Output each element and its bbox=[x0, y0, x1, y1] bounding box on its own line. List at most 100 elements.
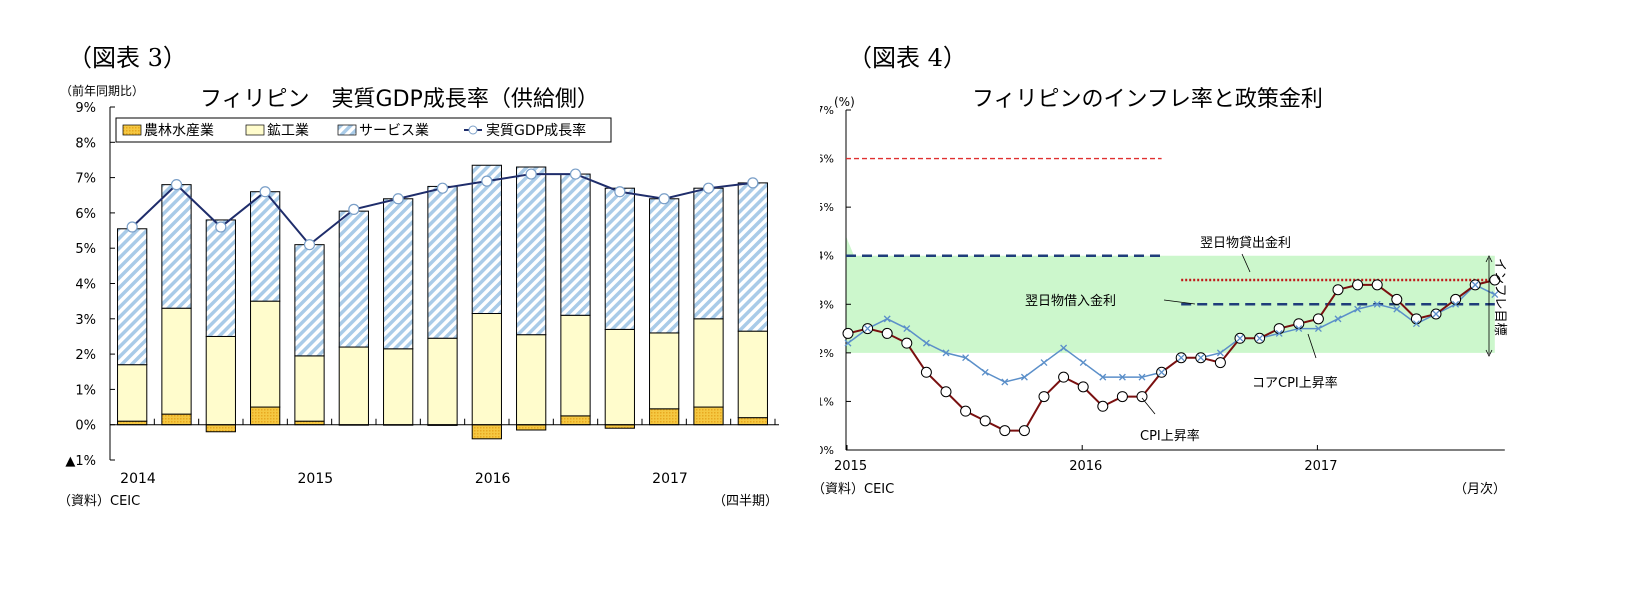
cpi-point bbox=[1450, 293, 1462, 305]
bar-services bbox=[737, 182, 768, 332]
cpi-point bbox=[1097, 400, 1109, 412]
core-cpi-point bbox=[1295, 325, 1303, 333]
y-tick-label: 7% bbox=[75, 172, 96, 187]
gdp-growth-point bbox=[747, 177, 759, 189]
cpi-point bbox=[1018, 425, 1030, 437]
bar-industry bbox=[604, 328, 635, 426]
cpi-point bbox=[999, 425, 1011, 437]
core-cpi-point bbox=[1197, 354, 1205, 362]
core-cpi-point bbox=[1393, 305, 1401, 313]
cpi-point bbox=[1489, 274, 1501, 286]
cpi-point bbox=[1352, 279, 1364, 291]
core-cpi-point bbox=[1373, 300, 1381, 308]
core-cpi-point bbox=[1118, 373, 1126, 381]
y-tick-label: 4% bbox=[820, 250, 834, 263]
bar-agri bbox=[294, 420, 325, 426]
cpi-point bbox=[940, 386, 952, 398]
gdp-growth-point bbox=[170, 179, 183, 191]
bar-agri bbox=[649, 408, 680, 426]
legend-swatch-industry bbox=[245, 124, 265, 136]
chart1-ylabel: （前年同期比） bbox=[60, 83, 144, 98]
bar-agri bbox=[205, 424, 236, 433]
bar-services bbox=[560, 173, 591, 316]
chart1-legend: 農林水産業 鉱工業 サービス業 実質GDP成長率 bbox=[115, 117, 612, 143]
y-tick-label: 0% bbox=[75, 419, 96, 434]
core-cpi-point bbox=[864, 325, 872, 333]
bar-agri bbox=[250, 406, 281, 426]
y-tick-label: ▲1% bbox=[65, 454, 96, 469]
core-cpi-point bbox=[1020, 373, 1028, 381]
cpi-point bbox=[881, 327, 893, 339]
bar-industry bbox=[250, 300, 281, 408]
bar-agri bbox=[516, 424, 547, 431]
y-tick-label: 7% bbox=[820, 104, 834, 117]
bar-agri bbox=[161, 413, 192, 426]
core-cpi-point bbox=[1216, 349, 1224, 357]
legend-swatch-services bbox=[337, 124, 357, 136]
core-cpi-point bbox=[1138, 373, 1146, 381]
core-cpi-point bbox=[1001, 378, 1009, 386]
gdp-growth-point bbox=[303, 239, 316, 251]
cpi-point bbox=[1273, 323, 1285, 335]
inflation-policy-rate-chart: (%) フィリピンのインフレ率と政策金利 0% 1% 2% 3% 4% 5% 6% 7% 201… bbox=[820, 87, 1507, 497]
x-tick-label: 2015 bbox=[298, 471, 334, 487]
bar-services bbox=[427, 185, 458, 339]
bar-industry bbox=[737, 330, 768, 419]
chart2-ylabel: (%) bbox=[834, 95, 855, 109]
cpi-point bbox=[1371, 279, 1383, 291]
gdp-growth-point bbox=[436, 182, 449, 194]
bar-industry bbox=[427, 337, 458, 426]
bar-services bbox=[516, 166, 547, 336]
cpi-point bbox=[1391, 293, 1403, 305]
core-cpi-point bbox=[1040, 359, 1048, 367]
bar-industry bbox=[693, 318, 724, 408]
cpi-point bbox=[1312, 313, 1324, 325]
bar-agri bbox=[117, 420, 148, 426]
y-tick-label: 4% bbox=[75, 278, 96, 293]
core-cpi-point bbox=[903, 325, 911, 333]
core-cpi-point bbox=[1177, 354, 1185, 362]
cpi-point bbox=[1332, 284, 1344, 296]
bar-industry bbox=[471, 313, 502, 426]
gdp-growth-point bbox=[481, 175, 493, 187]
gdp-growth-point bbox=[614, 186, 626, 198]
core-cpi-point bbox=[1236, 334, 1244, 342]
bar-agri bbox=[604, 424, 635, 429]
bar-agri bbox=[471, 424, 502, 440]
bar-services bbox=[250, 191, 281, 302]
core-cpi-point bbox=[1432, 310, 1440, 318]
core-cpi-point bbox=[844, 339, 852, 347]
inflation-target-band bbox=[846, 236, 1495, 353]
gdp-growth-point bbox=[392, 193, 404, 205]
core-cpi-point bbox=[1471, 281, 1479, 289]
bar-industry bbox=[205, 335, 236, 426]
cpi-point bbox=[842, 327, 854, 339]
cpi-point bbox=[1077, 381, 1089, 393]
x-tick-label: 2016 bbox=[475, 471, 511, 487]
bar-agri bbox=[693, 406, 724, 426]
gdp-growth-point bbox=[658, 193, 670, 205]
gdp-growth-chart: （前年同期比） フィリピン 実質GDP成長率（供給側） ▲1% 0% 1% 2% 3% 4… bbox=[58, 83, 779, 509]
core-cpi-point bbox=[883, 315, 891, 323]
bar-industry bbox=[338, 346, 369, 426]
y-tick-label: 0% bbox=[820, 444, 834, 457]
cpi-point bbox=[901, 337, 913, 349]
cpi-point bbox=[1038, 391, 1050, 403]
legend-label-gdp: 実質GDP成長率 bbox=[486, 122, 586, 139]
y-tick-label: 6% bbox=[75, 207, 96, 222]
core-cpi-point bbox=[1452, 300, 1460, 308]
y-tick-label: 3% bbox=[820, 298, 834, 311]
bar-services bbox=[693, 187, 724, 320]
cpi-point bbox=[960, 405, 972, 417]
bar-services bbox=[338, 210, 369, 348]
bar-agri bbox=[737, 417, 768, 426]
y-tick-label: 6% bbox=[820, 153, 834, 166]
annotation-core-cpi: コアCPI上昇率 bbox=[1252, 375, 1338, 391]
core-cpi-point bbox=[1412, 320, 1420, 328]
gdp-growth-point bbox=[259, 186, 271, 198]
cpi-point bbox=[1214, 357, 1226, 369]
core-cpi-point bbox=[1158, 368, 1166, 376]
core-cpi-point bbox=[1354, 305, 1362, 313]
bar-industry bbox=[161, 307, 192, 415]
y-tick-label: 9% bbox=[75, 101, 96, 116]
